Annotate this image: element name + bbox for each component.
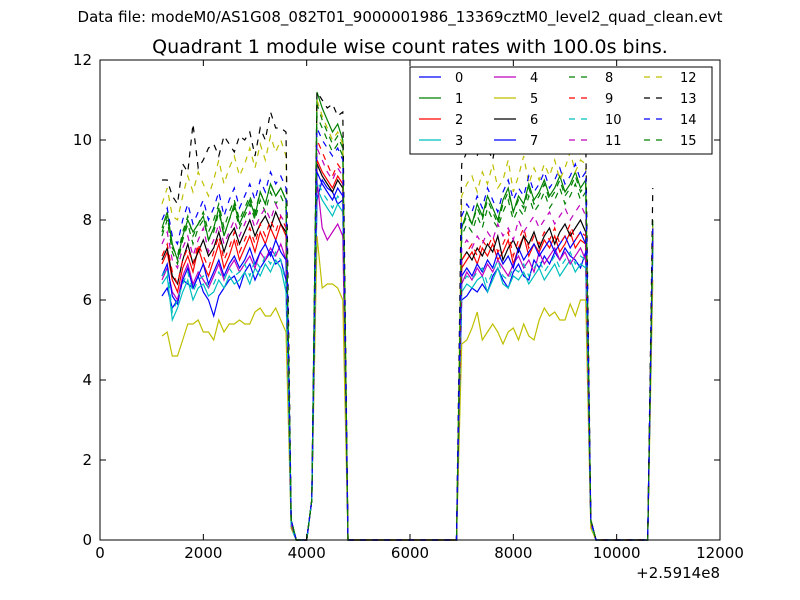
series-line-2 bbox=[161, 159, 654, 541]
legend-label-1: 1 bbox=[455, 92, 463, 107]
y-tick-label: 6 bbox=[82, 291, 92, 309]
series-line-3 bbox=[161, 187, 654, 541]
legend-label-3: 3 bbox=[455, 134, 463, 149]
series-line-5 bbox=[161, 235, 654, 541]
y-tick-label: 4 bbox=[82, 371, 92, 389]
y-tick-label: 10 bbox=[73, 131, 92, 149]
series-line-12 bbox=[161, 99, 654, 541]
x-offset-label: +2.5914e8 bbox=[636, 564, 720, 582]
figure-suptitle: Data file: modeM0/AS1G08_082T01_90000019… bbox=[77, 8, 723, 26]
x-tick-label: 0 bbox=[95, 544, 105, 562]
legend-label-9: 9 bbox=[605, 92, 613, 107]
series-line-7 bbox=[161, 171, 654, 541]
legend-label-11: 11 bbox=[605, 134, 622, 149]
chart-title: Quadrant 1 module wise count rates with … bbox=[152, 36, 668, 58]
legend-label-7: 7 bbox=[530, 134, 538, 149]
legend-label-5: 5 bbox=[530, 92, 538, 107]
x-tick-label: 12000 bbox=[696, 544, 744, 562]
legend-label-14: 14 bbox=[680, 113, 697, 128]
legend-label-12: 12 bbox=[680, 71, 697, 86]
x-tick-label: 2000 bbox=[184, 544, 222, 562]
legend-label-6: 6 bbox=[530, 113, 538, 128]
x-tick-label: 4000 bbox=[288, 544, 326, 562]
series-line-6 bbox=[161, 163, 654, 541]
legend-label-8: 8 bbox=[605, 71, 613, 86]
series-line-9 bbox=[161, 139, 654, 541]
x-tick-label: 10000 bbox=[593, 544, 641, 562]
x-tick-label: 6000 bbox=[391, 544, 429, 562]
legend-label-10: 10 bbox=[605, 113, 622, 128]
legend-label-0: 0 bbox=[455, 71, 463, 86]
legend-label-2: 2 bbox=[455, 113, 463, 128]
legend-label-13: 13 bbox=[680, 92, 697, 107]
y-tick-label: 12 bbox=[73, 51, 92, 69]
series-line-8 bbox=[161, 103, 654, 541]
y-tick-label: 0 bbox=[82, 531, 92, 549]
legend-label-4: 4 bbox=[530, 71, 538, 86]
y-tick-label: 2 bbox=[82, 451, 92, 469]
series-layer bbox=[161, 90, 654, 541]
series-line-15 bbox=[161, 115, 654, 541]
y-tick-label: 8 bbox=[82, 211, 92, 229]
x-tick-label: 8000 bbox=[494, 544, 532, 562]
legend-label-15: 15 bbox=[680, 134, 697, 149]
